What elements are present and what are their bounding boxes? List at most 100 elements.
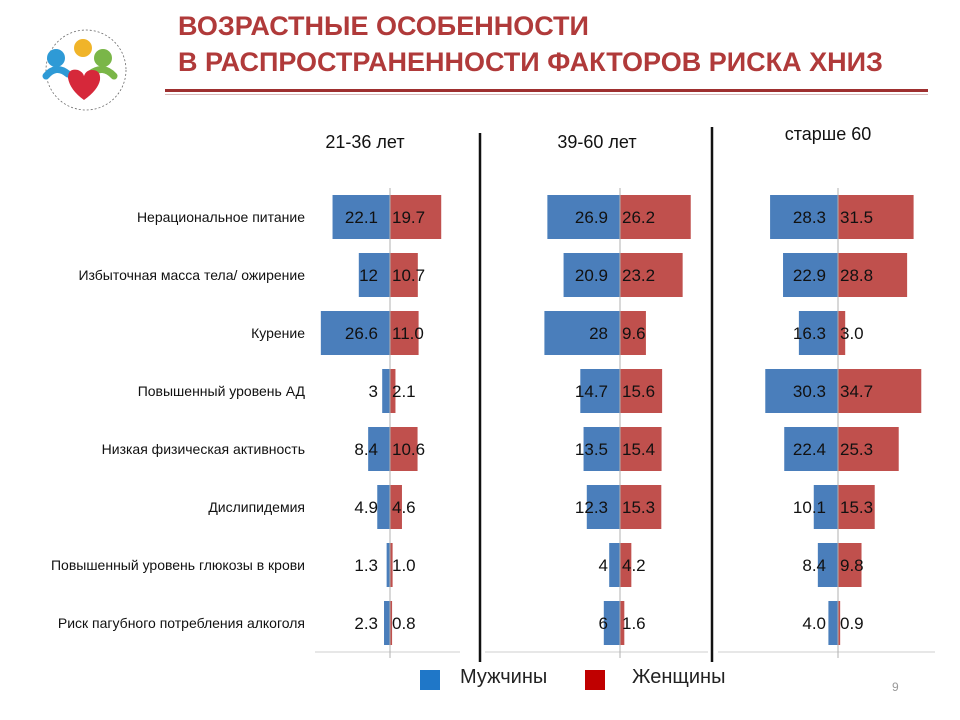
family-heart-logo [42, 29, 127, 111]
page-title: ВОЗРАСТНЫЕ ОСОБЕННОСТИ В РАСПРОСТРАНЕННО… [178, 8, 938, 80]
panel-heading: 39-60 лет [557, 132, 636, 152]
panel-heading: 21-36 лет [325, 132, 404, 152]
data-label-women: 9.6 [622, 324, 646, 343]
data-label-women: 15.4 [622, 440, 655, 459]
bar-women [620, 601, 625, 645]
bar-men [563, 253, 620, 297]
bar-women [620, 311, 646, 355]
panel-heading: старше 60 [785, 124, 872, 144]
data-label-women: 11.0 [392, 324, 424, 343]
bar-women [838, 195, 914, 239]
data-label-men: 12.3 [575, 498, 608, 517]
bar-men [332, 195, 390, 239]
bar-men [386, 543, 390, 587]
bar-men [544, 311, 620, 355]
data-label-women: 1.6 [622, 614, 646, 633]
bar-men [377, 485, 390, 529]
data-label-men: 4.9 [354, 498, 378, 517]
data-label-women: 26.2 [622, 208, 655, 227]
data-label-women: 4.2 [622, 556, 646, 575]
bar-women [838, 485, 875, 529]
legend-swatch-women [585, 670, 605, 690]
bar-men [547, 195, 620, 239]
bar-men [586, 485, 620, 529]
category-label: Риск пагубного потребления алкоголя [58, 615, 305, 631]
data-label-men: 2.3 [354, 614, 378, 633]
bar-men [828, 601, 838, 645]
bar-women [390, 601, 393, 645]
data-label-men: 4.0 [802, 614, 826, 633]
bar-men [609, 543, 620, 587]
bar-women [838, 369, 922, 413]
data-label-men: 6 [599, 614, 608, 633]
legend-label-men: Мужчины [460, 666, 548, 688]
bar-women [390, 427, 418, 471]
data-label-men: 26.6 [345, 324, 378, 343]
data-label-men: 28 [589, 324, 608, 343]
bar-men [384, 601, 390, 645]
data-label-men: 3 [369, 382, 378, 401]
data-label-men: 22.1 [345, 208, 378, 227]
data-label-women: 23.2 [622, 266, 655, 285]
data-label-women: 31.5 [840, 208, 873, 227]
data-label-women: 2.1 [392, 382, 416, 401]
bar-men [817, 543, 838, 587]
data-label-men: 4 [599, 556, 608, 575]
data-label-men: 1.3 [354, 556, 378, 575]
data-label-women: 15.3 [622, 498, 655, 517]
data-label-men: 22.4 [793, 440, 826, 459]
bar-men [784, 427, 838, 471]
bar-women [390, 543, 393, 587]
data-label-women: 15.6 [622, 382, 655, 401]
bar-women [838, 601, 841, 645]
data-label-women: 28.8 [840, 266, 873, 285]
data-label-men: 16.3 [793, 324, 826, 343]
bar-women [838, 311, 846, 355]
data-label-women: 3.0 [840, 324, 864, 343]
title-line-1: ВОЗРАСТНЫЕ ОСОБЕННОСТИ [178, 11, 589, 41]
category-label: Избыточная масса тела/ ожирение [78, 267, 305, 283]
data-label-men: 20.9 [575, 266, 608, 285]
bar-men [583, 427, 620, 471]
data-label-women: 10.6 [392, 440, 425, 459]
page-number: 9 [892, 680, 899, 694]
bar-women [390, 195, 442, 239]
bar-men [603, 601, 620, 645]
bar-women [838, 427, 899, 471]
category-label: Низкая физическая активность [102, 441, 305, 457]
bar-men [358, 253, 390, 297]
data-label-women: 19.7 [392, 208, 425, 227]
data-label-women: 10.7 [392, 266, 425, 285]
bar-women [620, 369, 663, 413]
bar-women [620, 543, 632, 587]
bar-women [620, 427, 662, 471]
data-label-men: 26.9 [575, 208, 608, 227]
category-label: Повышенный уровень АД [138, 383, 306, 399]
bar-men [382, 369, 390, 413]
data-label-women: 25.3 [840, 440, 873, 459]
title-underline [165, 89, 928, 92]
bar-men [798, 311, 838, 355]
bar-men [320, 311, 390, 355]
bar-women [390, 253, 418, 297]
legend-swatch-men [420, 670, 440, 690]
data-label-men: 28.3 [793, 208, 826, 227]
bar-women [620, 485, 662, 529]
data-label-women: 9.8 [840, 556, 864, 575]
bar-women [620, 195, 691, 239]
bar-men [368, 427, 390, 471]
title-line-2: В РАСПРОСТРАНЕННОСТИ ФАКТОРОВ РИСКА ХНИЗ [178, 47, 883, 77]
category-label: Дислипидемия [208, 499, 305, 515]
bar-women [838, 543, 862, 587]
category-label: Нерациональное питание [137, 209, 305, 225]
data-label-women: 34.7 [840, 382, 873, 401]
data-label-men: 13.5 [575, 440, 608, 459]
data-label-men: 8.4 [802, 556, 826, 575]
bar-men [783, 253, 838, 297]
data-label-men: 30.3 [793, 382, 826, 401]
bar-men [765, 369, 838, 413]
data-label-women: 0.8 [392, 614, 416, 633]
title-underline-thin [165, 94, 928, 95]
bar-women [620, 253, 683, 297]
